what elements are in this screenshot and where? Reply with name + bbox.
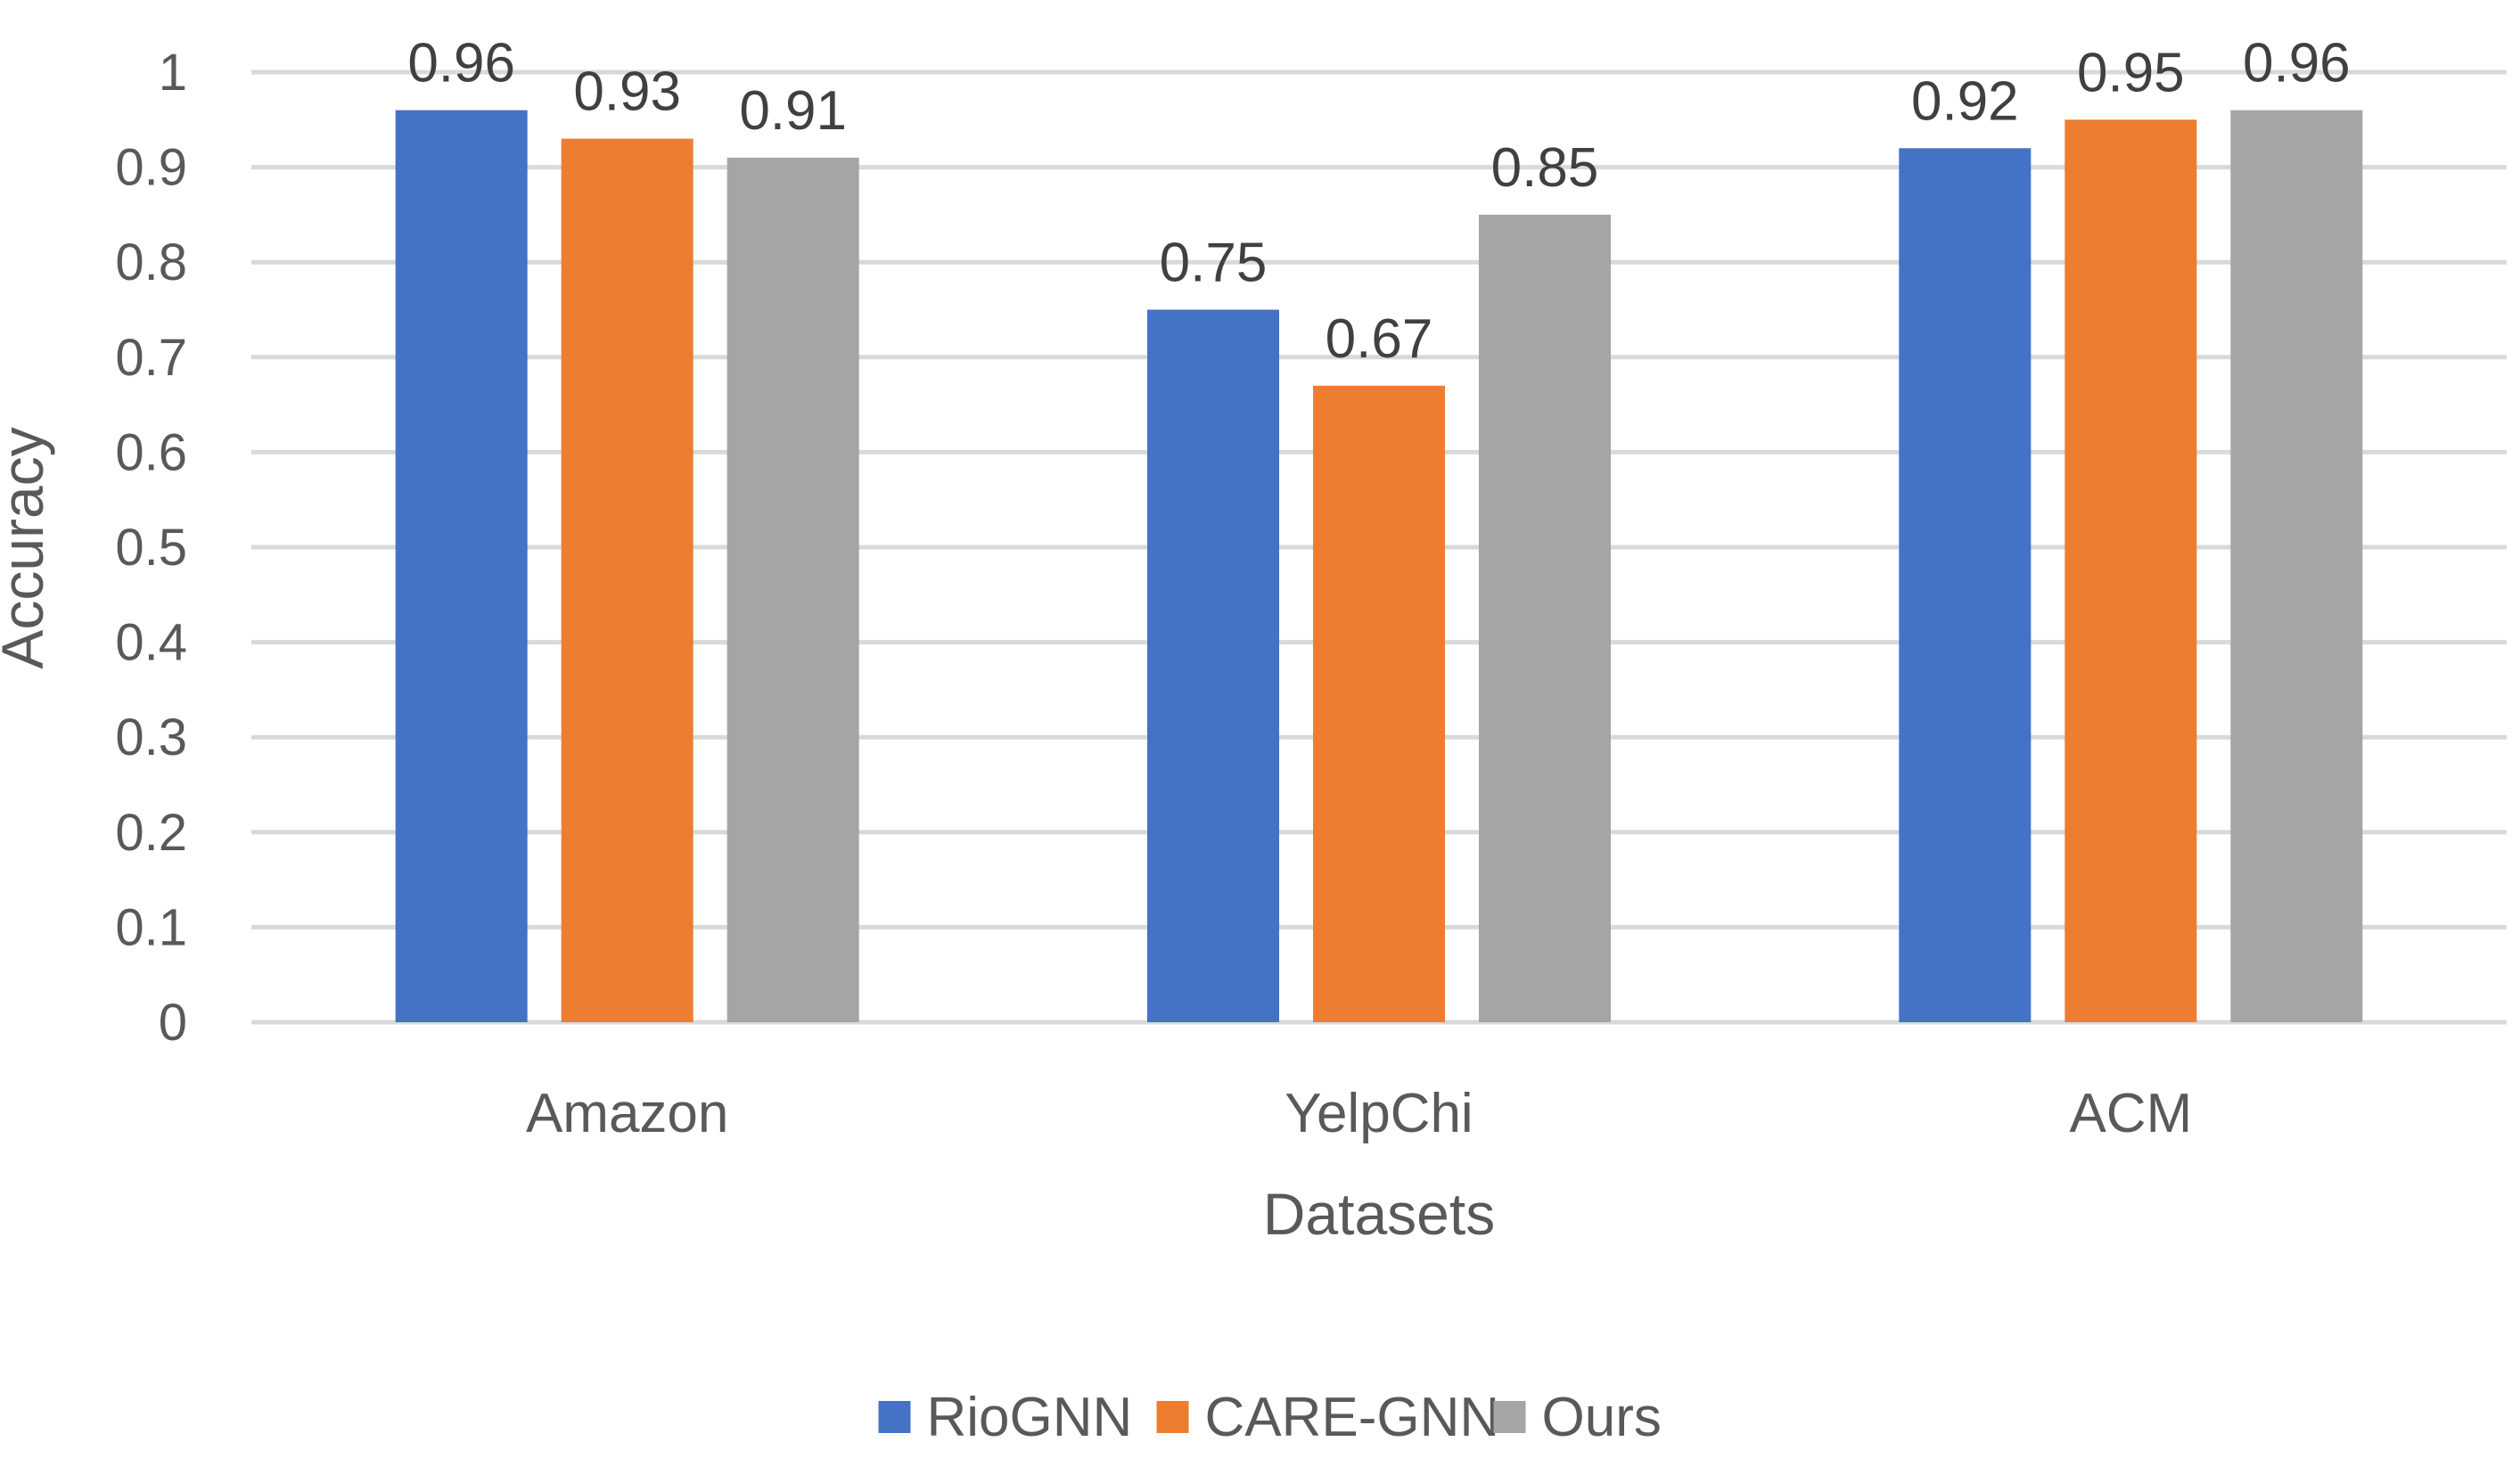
data-label: 0.95	[2077, 42, 2185, 103]
y-tick-label: 0.7	[115, 329, 187, 387]
y-tick-label: 0.8	[115, 233, 187, 291]
x-category-label: Amazon	[526, 1083, 728, 1144]
data-label: 0.96	[407, 33, 515, 94]
data-label: 0.91	[739, 80, 847, 142]
legend-label: RioGNN	[927, 1387, 1133, 1448]
data-label: 0.67	[1326, 308, 1433, 370]
y-tick-label: 0.2	[115, 804, 187, 862]
data-label: 0.96	[2243, 33, 2351, 94]
bar-care-gnn-yelpchi	[1313, 385, 1445, 1022]
bar-ours-yelpchi	[1479, 214, 1611, 1022]
x-axis-categories: Amazon YelpChi ACM	[526, 1083, 2192, 1144]
y-tick-label: 1	[159, 44, 187, 102]
legend-label: CARE-GNN	[1205, 1387, 1500, 1448]
bar-care-gnn-amazon	[561, 138, 694, 1022]
data-label: 0.75	[1160, 233, 1268, 294]
data-label: 0.85	[1491, 137, 1599, 199]
y-tick-label: 0.3	[115, 709, 187, 766]
x-axis-title: Datasets	[1263, 1181, 1495, 1247]
y-axis-title: Accuracy	[0, 427, 55, 668]
data-label: 0.93	[573, 61, 681, 123]
bar-ours-amazon	[726, 157, 859, 1022]
y-tick-label: 0.1	[115, 898, 187, 956]
bars-group	[395, 110, 2363, 1023]
y-tick-label: 0.5	[115, 519, 187, 577]
x-category-label: YelpChi	[1285, 1083, 1473, 1144]
x-category-label: ACM	[2069, 1083, 2192, 1144]
y-tick-label: 0.6	[115, 423, 187, 481]
y-tick-label: 0.9	[115, 139, 187, 197]
bar-riognn-amazon	[395, 110, 528, 1022]
y-tick-label: 0	[159, 994, 187, 1052]
legend-swatch-riognn	[878, 1401, 911, 1433]
bar-riognn-yelpchi	[1147, 309, 1279, 1022]
legend: RioGNN CARE-GNN Ours	[878, 1387, 1662, 1448]
legend-swatch-care-gnn	[1156, 1401, 1189, 1433]
bar-care-gnn-acm	[2064, 119, 2197, 1023]
bar-riognn-acm	[1899, 148, 2032, 1022]
legend-label: Ours	[1542, 1387, 1662, 1448]
legend-swatch-ours	[1493, 1401, 1526, 1433]
y-axis-ticks: 0 0.1 0.2 0.3 0.4 0.5 0.6 0.7 0.8 0.9 1	[115, 44, 187, 1052]
bar-ours-acm	[2230, 110, 2363, 1022]
data-labels-group: 0.96 0.93 0.91 0.75 0.67 0.85 0.92 0.95 0.96	[407, 33, 2350, 370]
y-tick-label: 0.4	[115, 614, 187, 672]
data-label: 0.92	[1911, 70, 2019, 132]
